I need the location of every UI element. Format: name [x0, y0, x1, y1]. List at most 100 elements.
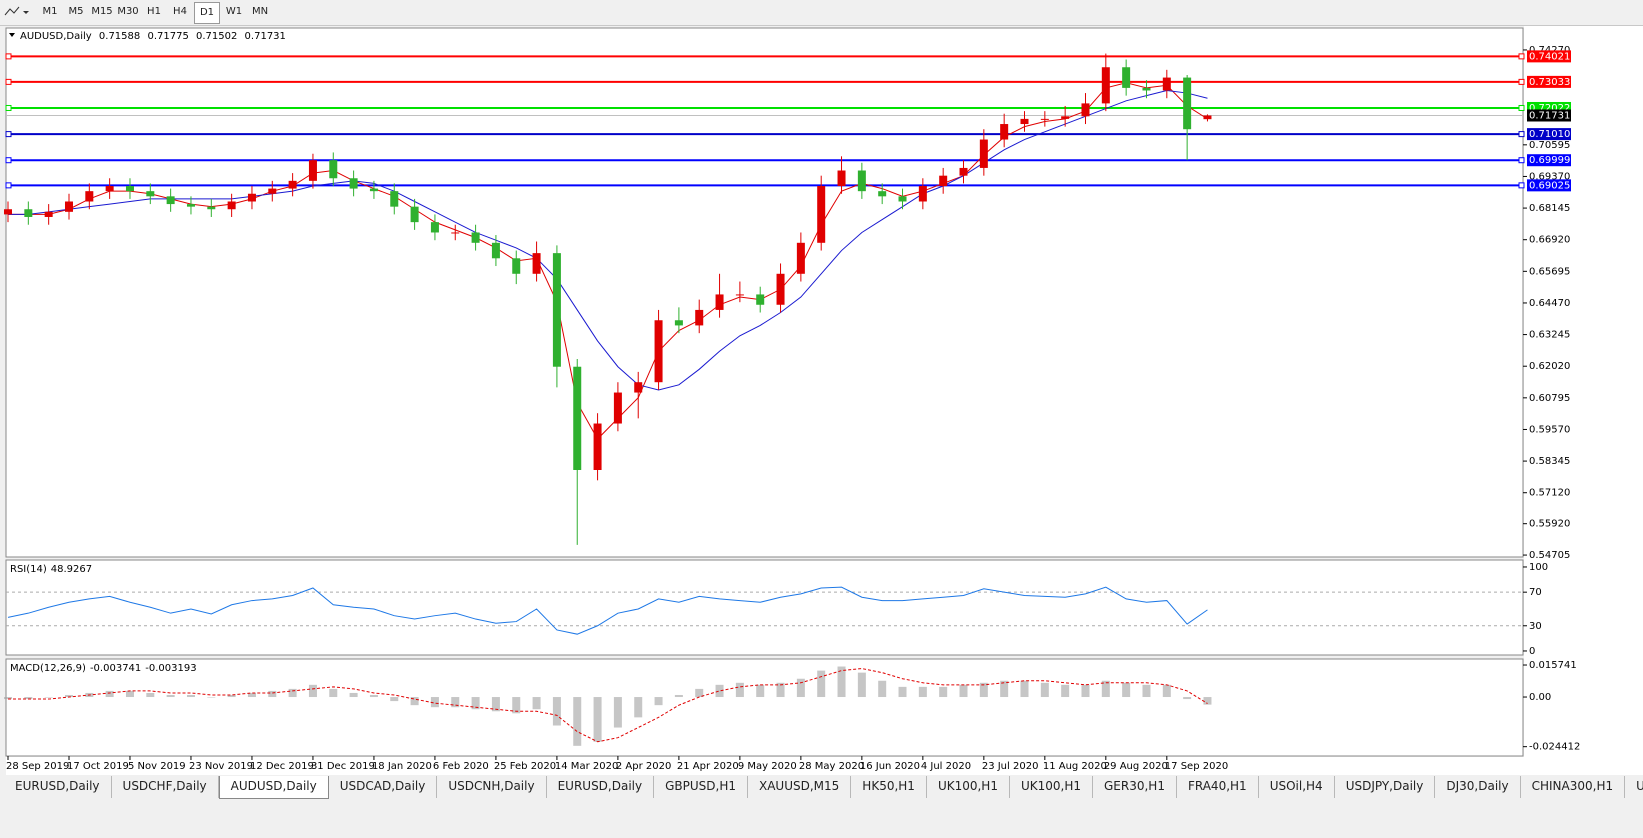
macd-bar — [918, 686, 927, 698]
y-tick-label: 0.64470 — [1529, 298, 1570, 309]
chart-tab[interactable]: AUDUSD,Daily — [218, 776, 329, 799]
chart-tab[interactable]: DJ30,Daily — [1435, 776, 1521, 798]
candle-body — [918, 186, 927, 202]
candle-body — [24, 209, 33, 217]
macd-bar — [695, 688, 704, 698]
macd-bar — [430, 697, 439, 708]
timeframe-button[interactable]: H1 — [147, 6, 161, 17]
macd-bar — [491, 697, 500, 712]
timeframe-button[interactable]: M5 — [68, 6, 84, 17]
indicator-value: -0.003193 — [145, 663, 196, 674]
macd-signal — [8, 668, 1208, 743]
x-tick-label: 2 Apr 2020 — [616, 761, 671, 772]
candle-body — [288, 180, 297, 189]
x-tick-label: 23 Jul 2020 — [982, 761, 1039, 772]
timeframe-button[interactable]: D1 — [194, 1, 220, 24]
macd-bar — [44, 697, 53, 698]
timeframe-button[interactable]: M1 — [42, 6, 58, 17]
chart-tab[interactable]: XAUUSD,M15 — [748, 776, 852, 798]
moving-average — [8, 89, 1208, 391]
symbol: AUDUSD,Daily — [20, 31, 92, 42]
y-tick-label: -0.024412 — [1529, 742, 1580, 753]
chart-tab[interactable]: UK100,H1 — [927, 776, 1010, 798]
macd-bar — [939, 686, 948, 698]
macd-bar — [573, 697, 582, 746]
level-label: 0.74021 — [1529, 51, 1570, 62]
y-tick-label: 0.68145 — [1529, 203, 1570, 214]
candle-body — [1203, 115, 1212, 120]
timeframes: M1 M5 M15 M30 H1 H4 D1 W1 MN — [36, 1, 272, 24]
chart-tab[interactable]: GBPUSD,H1 — [654, 776, 748, 798]
chart-tab[interactable]: CHINA300,H1 — [1521, 776, 1626, 798]
x-tick-label: 11 Aug 2020 — [1043, 761, 1107, 772]
candle-body — [369, 188, 378, 192]
y-tick-label: 0.57120 — [1529, 488, 1570, 499]
macd-bar — [1081, 684, 1090, 698]
level-label-bg — [1527, 75, 1571, 88]
macd-bar — [227, 694, 236, 698]
candle-body — [349, 178, 358, 189]
chart-tab[interactable]: USOil,H4 — [1259, 776, 1335, 798]
chart-tab[interactable]: USOil,H — [1625, 776, 1643, 798]
chart-tab[interactable]: FRA40,H1 — [1177, 776, 1259, 798]
candle-body — [1000, 124, 1009, 140]
candle-body — [756, 294, 765, 305]
timeframe-button[interactable]: MN — [251, 6, 269, 17]
chart-tab[interactable]: EURUSD,Daily — [547, 776, 655, 798]
candle-body — [105, 186, 114, 192]
y-tick-label: 100 — [1529, 562, 1548, 573]
chart-tab[interactable]: UK100,H1 — [1010, 776, 1093, 798]
candle-body — [227, 201, 236, 210]
candle-body — [817, 186, 826, 243]
indicator-name: RSI(14) — [10, 564, 47, 575]
y-tick-label: 0.58345 — [1529, 456, 1570, 467]
chart-tab[interactable]: USDCAD,Daily — [329, 776, 438, 798]
chart-tab[interactable]: HK50,H1 — [851, 776, 927, 798]
level-handle — [1518, 182, 1525, 189]
time-axis-bg — [6, 757, 1643, 775]
x-tick-label: 17 Oct 2019 — [67, 761, 129, 772]
candle-body — [1101, 67, 1110, 104]
timeframe-button[interactable]: M15 — [91, 6, 113, 17]
indicator-name: MACD(12,26,9) — [10, 663, 86, 674]
macd-bar — [349, 692, 358, 698]
indicator-value: 48.9267 — [51, 564, 92, 575]
macd-bar — [796, 678, 805, 698]
candle-body — [491, 242, 500, 259]
macd-bar — [837, 666, 846, 698]
indicator-header: RSI(14) 48.9267 — [10, 564, 92, 575]
timeframe-button[interactable]: M30 — [117, 6, 139, 17]
candle-body — [268, 188, 277, 194]
chart-tab[interactable]: USDJPY,Daily — [1335, 776, 1436, 798]
tool-icon[interactable] — [0, 0, 32, 25]
x-tick-label: 29 Aug 2020 — [1104, 761, 1168, 772]
candle-body — [898, 196, 907, 202]
x-tick-label: 21 Apr 2020 — [677, 761, 739, 772]
macd-bar — [1203, 697, 1212, 705]
timeframe-button[interactable]: W1 — [225, 6, 243, 17]
candle-body — [715, 294, 724, 310]
candle-body — [979, 139, 988, 168]
y-tick-label: 0.66920 — [1529, 235, 1570, 246]
panel — [5, 658, 1524, 757]
header-arrow — [9, 33, 15, 37]
chart-tab[interactable]: EURUSD,Daily — [4, 776, 112, 798]
timeframe-button[interactable]: H4 — [173, 6, 187, 17]
x-tick-label: 28 Sep 2019 — [6, 761, 69, 772]
candle-body — [247, 193, 256, 202]
y-tick-label: 0.70595 — [1529, 140, 1570, 151]
macd-bar — [715, 684, 724, 698]
chart-header: AUDUSD,Daily 0.71588 0.71775 0.71502 0.7… — [20, 31, 286, 42]
candle-body — [634, 382, 643, 393]
chart-tab[interactable]: USDCNH,Daily — [437, 776, 547, 798]
chart-tab[interactable]: USDCHF,Daily — [112, 776, 219, 798]
candle-body — [430, 222, 439, 233]
macd-bar — [1101, 680, 1110, 698]
indicator-header: MACD(12,26,9) -0.003741 -0.003193 — [10, 663, 197, 674]
candle-body — [776, 273, 785, 305]
macd-bar — [1183, 697, 1192, 700]
x-tick-label: 9 May 2020 — [738, 761, 797, 772]
level-handle — [1518, 104, 1525, 111]
chart-tab[interactable]: GER30,H1 — [1093, 776, 1177, 798]
